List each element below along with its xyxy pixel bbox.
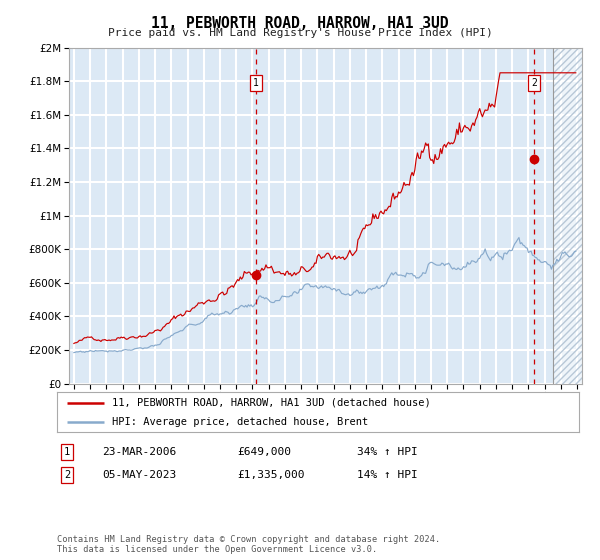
Text: 2: 2	[64, 470, 70, 480]
Text: 23-MAR-2006: 23-MAR-2006	[102, 447, 176, 457]
Text: 1: 1	[64, 447, 70, 457]
Text: £649,000: £649,000	[237, 447, 291, 457]
Text: Contains HM Land Registry data © Crown copyright and database right 2024.
This d: Contains HM Land Registry data © Crown c…	[57, 535, 440, 554]
Text: 11, PEBWORTH ROAD, HARROW, HA1 3UD (detached house): 11, PEBWORTH ROAD, HARROW, HA1 3UD (deta…	[112, 398, 431, 408]
Text: HPI: Average price, detached house, Brent: HPI: Average price, detached house, Bren…	[112, 417, 368, 427]
Text: 11, PEBWORTH ROAD, HARROW, HA1 3UD: 11, PEBWORTH ROAD, HARROW, HA1 3UD	[151, 16, 449, 31]
Text: Price paid vs. HM Land Registry's House Price Index (HPI): Price paid vs. HM Land Registry's House …	[107, 28, 493, 38]
Text: 05-MAY-2023: 05-MAY-2023	[102, 470, 176, 480]
Text: 14% ↑ HPI: 14% ↑ HPI	[357, 470, 418, 480]
Text: 2: 2	[531, 78, 537, 88]
Text: £1,335,000: £1,335,000	[237, 470, 305, 480]
Text: 34% ↑ HPI: 34% ↑ HPI	[357, 447, 418, 457]
Text: 1: 1	[253, 78, 259, 88]
